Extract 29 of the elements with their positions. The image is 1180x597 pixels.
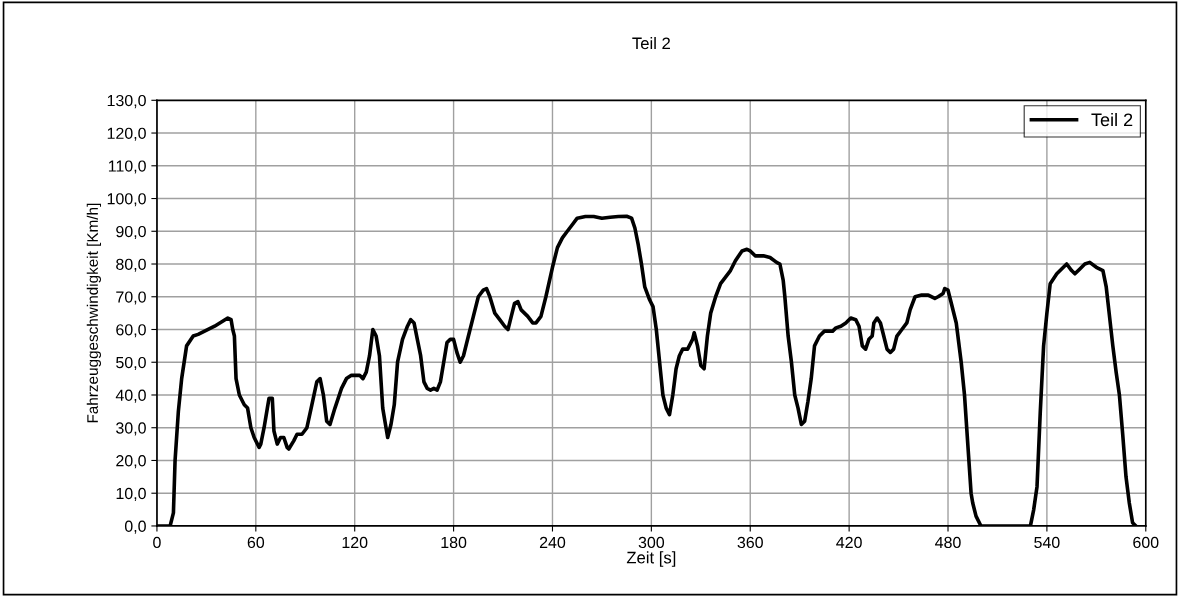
x-tick-label: 360	[737, 536, 763, 549]
x-tick-label: 180	[441, 536, 467, 549]
x-tick-label: 540	[1034, 536, 1060, 549]
x-tick-label: 300	[638, 536, 665, 549]
x-tick-label: 60	[247, 536, 265, 549]
x-tick-label: 0	[153, 536, 161, 549]
x-tick-label: 120	[342, 536, 368, 549]
y-tick-label: 130,0	[107, 94, 146, 109]
x-tick-label: 600	[1133, 536, 1159, 549]
y-axis-title: Fahrzeuggeschwindigkeit [Km/h]	[86, 203, 101, 423]
y-tick-label: 60,0	[116, 324, 146, 338]
y-tick-label: 100,0	[107, 193, 146, 207]
x-tick-label: 480	[935, 536, 961, 549]
y-tick-label: 80,0	[116, 258, 146, 272]
y-tick-label: 30,0	[116, 422, 146, 436]
y-tick-label: 110,0	[108, 160, 146, 174]
x-tick-label: 240	[539, 536, 566, 549]
x-axis-title: Zeit [s]	[626, 551, 676, 567]
y-tick-label: 120,0	[107, 127, 146, 141]
y-tick-label: 0,0	[124, 520, 146, 534]
y-tick-label: 90,0	[116, 225, 146, 240]
legend-label: Teil 2	[1091, 112, 1133, 127]
chart-title: Teil 2	[632, 37, 670, 50]
y-tick-label: 20,0	[116, 455, 146, 469]
y-tick-label: 40,0	[115, 389, 146, 403]
x-tick-label: 420	[836, 536, 862, 549]
y-tick-label: 70,0	[116, 291, 146, 305]
y-tick-label: 10,0	[116, 487, 146, 502]
y-tick-label: 50,0	[116, 356, 146, 371]
